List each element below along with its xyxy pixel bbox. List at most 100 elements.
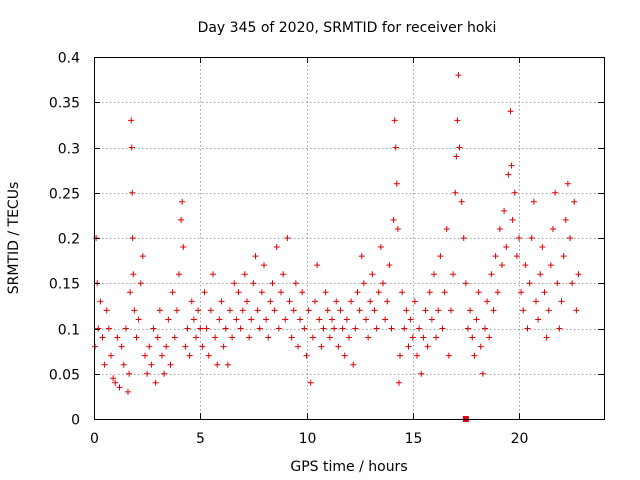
data-point (142, 352, 148, 359)
y-tick-label: 0.3 (58, 142, 80, 158)
data-point (130, 271, 137, 278)
data-point (275, 325, 282, 332)
data-point (339, 325, 346, 332)
data-point (118, 343, 125, 350)
data-point (252, 253, 259, 260)
data-point (535, 316, 542, 323)
data-point (271, 307, 278, 314)
data-points (92, 72, 582, 395)
data-point (137, 280, 144, 287)
data-point (401, 325, 408, 332)
data-point (508, 162, 515, 169)
x-axis-ticks: 0 5 10 15 20 (90, 57, 528, 447)
data-point (114, 334, 121, 341)
data-point (352, 325, 359, 332)
data-point (178, 216, 185, 223)
data-point (120, 361, 127, 368)
data-point (184, 325, 191, 332)
data-point (222, 325, 229, 332)
data-point (333, 298, 340, 305)
data-point (395, 379, 402, 386)
data-point (431, 271, 437, 278)
data-point (473, 316, 480, 323)
data-point (494, 289, 501, 296)
data-point (112, 379, 119, 386)
data-point (416, 325, 423, 332)
data-point (399, 289, 406, 296)
data-point (233, 316, 240, 323)
data-point (329, 316, 335, 323)
y-tick-label: 0.4 (58, 51, 80, 67)
data-point (312, 298, 318, 305)
data-point (501, 207, 508, 214)
data-point (509, 216, 516, 223)
data-point (290, 307, 297, 314)
y-tick-label: 0 (71, 413, 80, 429)
data-point (460, 235, 467, 241)
data-point (135, 316, 142, 323)
data-point (231, 280, 238, 287)
data-point (154, 334, 161, 341)
data-point (171, 334, 178, 341)
data-point (92, 343, 99, 350)
data-point (526, 280, 533, 287)
data-point (564, 180, 571, 187)
data-point (539, 244, 546, 251)
data-point (273, 244, 280, 251)
data-point (229, 334, 236, 341)
data-point (455, 72, 462, 79)
data-point (479, 370, 486, 377)
data-point (492, 253, 499, 260)
data-point (331, 325, 338, 332)
data-point (391, 117, 398, 124)
data-point (390, 216, 397, 223)
data-point (499, 262, 505, 269)
data-point (369, 271, 376, 278)
data-point (348, 298, 355, 305)
data-point (110, 375, 117, 382)
data-point (513, 253, 520, 260)
data-point (522, 262, 529, 269)
data-point (165, 316, 172, 323)
data-point (97, 298, 104, 305)
data-point (261, 262, 267, 269)
data-point (503, 244, 510, 251)
data-point (354, 289, 361, 296)
data-point (101, 361, 108, 368)
data-point (280, 271, 287, 278)
data-point (454, 117, 461, 124)
data-point (475, 289, 482, 296)
data-point (201, 289, 208, 296)
data-point (299, 289, 306, 296)
data-point (405, 343, 412, 350)
data-point (560, 253, 567, 260)
data-point (179, 198, 186, 205)
data-point (388, 325, 395, 332)
data-point (103, 307, 110, 314)
x-tick-label: 20 (511, 431, 529, 447)
data-point (511, 189, 518, 196)
x-tick-label: 0 (90, 431, 99, 447)
data-point (129, 189, 136, 196)
data-point (95, 325, 102, 332)
data-point (380, 280, 386, 287)
data-point (318, 343, 325, 350)
data-point (169, 289, 176, 296)
data-point (203, 325, 210, 332)
data-point (239, 307, 246, 314)
data-point (128, 117, 135, 124)
data-point (375, 289, 382, 296)
data-point (528, 235, 535, 241)
data-point (186, 352, 193, 359)
data-point (314, 262, 321, 269)
data-point (552, 189, 559, 196)
data-point (146, 343, 153, 350)
data-point (441, 289, 448, 296)
data-point (127, 289, 134, 296)
data-point (199, 343, 206, 350)
data-point (227, 307, 233, 314)
data-point (99, 334, 106, 341)
data-point (210, 271, 216, 278)
data-point (437, 253, 444, 260)
data-point (409, 334, 416, 341)
